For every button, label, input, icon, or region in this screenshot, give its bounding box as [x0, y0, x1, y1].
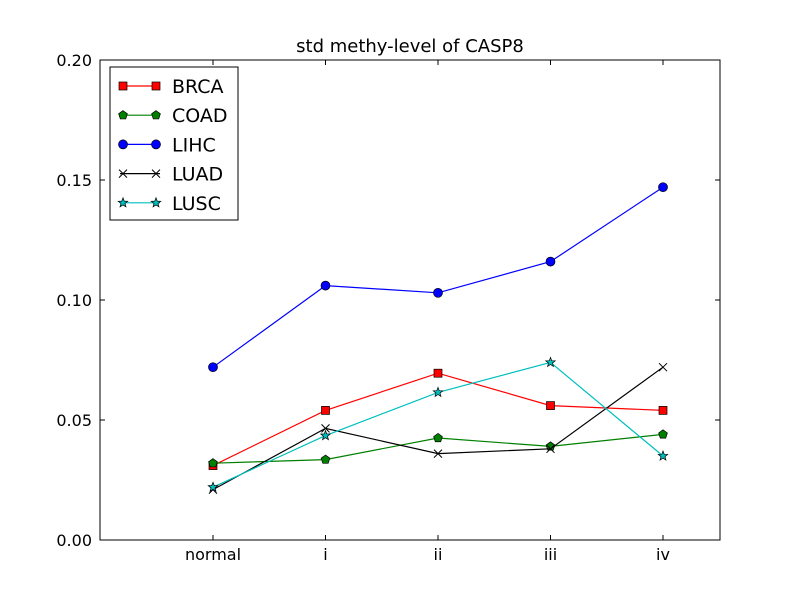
data-point-luad	[546, 444, 555, 454]
data-point-coad	[208, 458, 218, 468]
data-point-brca	[658, 406, 668, 415]
legend-marker	[118, 110, 128, 120]
legend: BRCA COAD LIHC LUAD LUSC	[109, 66, 239, 221]
chart-title: std methy-level of CASP8	[296, 36, 524, 57]
legend-item-luad: LUAD	[118, 164, 223, 186]
series-brca	[208, 368, 668, 470]
x-tick-label: iv	[656, 545, 670, 564]
y-tick-label: 0.00	[56, 531, 92, 550]
legend-item-coad: COAD	[118, 105, 228, 127]
data-point-brca	[546, 401, 555, 410]
data-point-lihc	[433, 287, 443, 298]
legend-marker	[118, 81, 128, 91]
data-point-coad	[320, 454, 331, 464]
legend-marker	[118, 169, 128, 178]
legend-marker	[150, 196, 162, 208]
legend-marker	[151, 169, 161, 178]
x-tick-label: ii	[434, 545, 443, 564]
legend-label: LUSC	[172, 193, 221, 215]
data-point-luad	[321, 424, 330, 433]
series-lihc	[208, 182, 668, 373]
data-point-lihc	[320, 280, 331, 291]
y-tick-label: 0.20	[56, 51, 92, 70]
x-tick-label: iii	[544, 545, 557, 564]
x-tick-label: i	[323, 545, 327, 564]
series-lusc	[207, 356, 669, 493]
y-tick-label: 0.10	[56, 291, 92, 310]
data-point-lusc	[207, 481, 219, 493]
legend-box	[109, 66, 239, 221]
data-point-coad	[545, 441, 556, 451]
y-tick-label: 0.05	[56, 411, 92, 430]
legend-marker	[151, 81, 161, 91]
data-point-luad	[658, 362, 668, 372]
legend-marker	[117, 196, 129, 208]
data-point-brca	[433, 368, 443, 378]
data-point-luad	[433, 449, 443, 458]
x-tick-label: normal	[185, 545, 241, 564]
legend-label: LUAD	[172, 164, 223, 186]
legend-item-brca: BRCA	[118, 76, 224, 98]
data-point-coad	[658, 429, 668, 439]
data-point-brca	[321, 406, 330, 415]
legend-marker	[151, 110, 161, 120]
legend-label: COAD	[172, 105, 228, 127]
series-coad	[208, 429, 668, 468]
data-point-coad	[433, 432, 443, 443]
series-layer	[207, 182, 669, 494]
data-point-lihc	[208, 362, 218, 373]
legend-item-lusc: LUSC	[117, 193, 221, 215]
y-tick-label: 0.15	[56, 171, 92, 190]
legend-marker	[118, 139, 128, 150]
data-point-lusc	[432, 386, 444, 398]
legend-label: BRCA	[172, 76, 224, 98]
data-point-lihc	[545, 256, 556, 267]
data-point-lihc	[658, 182, 668, 193]
legend-marker	[151, 139, 161, 150]
data-point-lusc	[657, 449, 669, 461]
data-point-lusc	[544, 356, 557, 368]
legend-label: LIHC	[172, 134, 216, 156]
legend-item-lihc: LIHC	[118, 134, 216, 156]
data-point-lusc	[319, 429, 332, 441]
